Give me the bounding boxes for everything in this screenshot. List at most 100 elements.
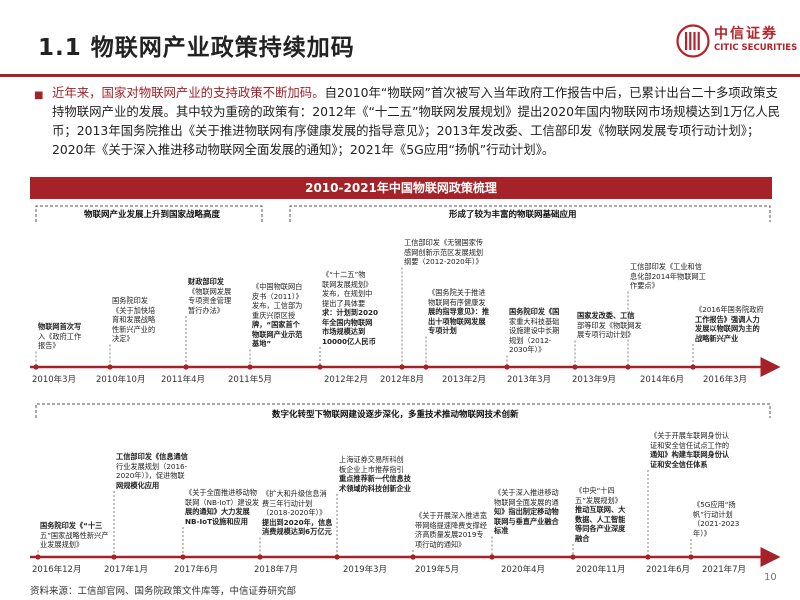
event-text-line: 求：计划到2020 <box>322 308 378 317</box>
event-text-line: 展的指导意见》：推 <box>428 307 490 316</box>
event-text-line: 国家发改委、工信 <box>577 311 635 320</box>
event-text-line: 提出到2020年，信息 <box>262 517 333 527</box>
upper-event-7: 《国务院关于推进 物联网有序健康发 展的指导意见》：推 出十项物联网发展 专项计划 <box>428 288 489 336</box>
event-text-line: 证和安全信任试点工作的 <box>650 440 730 450</box>
event-text-line: 物联网首次写 <box>38 322 82 331</box>
source-note: 资料来源：工信部官网、国务院政策文件库等，中信证券研究部 <box>30 586 297 597</box>
event-text-line: 数据、人工智能 <box>575 514 626 524</box>
event-text-line: 《5G应用“扬 <box>693 500 736 509</box>
upper-date-4: 2011年5月 <box>228 375 273 385</box>
upper-date-8: 2013年3月 <box>507 375 552 385</box>
event-text-line: 重点推荐新一代信息技 <box>339 474 411 483</box>
lower-event-4: 《扩大和升级信息消 费三年行动计划 （2018-2020年）》 提出到2020年，信息… <box>262 489 332 537</box>
event-text-line: 报告》 <box>38 341 60 350</box>
event-text-line: 《“十二五”物 <box>322 270 366 279</box>
lower-event-5: 上海证券交易所科创 板企业上市推荐指引 重点推荐新一代信息技 术领域的科技创新企业 <box>339 455 411 493</box>
event-text-line: 部等印发《物联网发 <box>577 320 642 330</box>
event-text-line: 财政部印发 <box>188 277 224 286</box>
event-text-line: 标准 <box>494 526 509 535</box>
lower-marker-1 <box>35 554 41 560</box>
lower-date-5: 2019年3月 <box>343 565 388 575</box>
phase2-bracket <box>289 205 771 222</box>
event-text-line: 展专项行动计划》 <box>577 330 635 339</box>
event-text-line: 五”发展规划》 <box>575 495 622 505</box>
event-text-line: 性新兴产业的 <box>112 324 156 334</box>
event-text-line: 《中央“十四 <box>575 486 615 495</box>
event-text-line: 《中国物联网白 <box>252 282 303 291</box>
event-text-line: 国务院印发《“十三 <box>40 521 103 530</box>
lower-date-3: 2017年6月 <box>174 565 219 575</box>
upper-date-5: 2012年2月 <box>324 375 369 385</box>
lower-event-9: 《关于开展车联网身份认 证和安全信任试点工作的 通知》构建车联网身份认 证和安全信任体… <box>650 431 729 469</box>
lower-event-10: 《5G应用“扬 帆”行动计划 （2021-2023 年）》 <box>693 500 739 538</box>
logo-name: 中信证券 <box>714 26 778 42</box>
event-text-line: 基地” <box>252 339 272 348</box>
upper-marker-3 <box>183 364 189 370</box>
event-text-line: 等同各产业深度 <box>575 524 626 533</box>
event-text-line: 项行动的通知》 <box>415 539 466 549</box>
event-text-line: 展的通知》大力发展 <box>185 507 250 516</box>
upper-event-11: 《2016年国务院政府 工作报告》强调人力 发展以物联网为主的 战略新兴产业 <box>695 305 764 343</box>
event-text-line: 《扩大和升级信息消 <box>262 489 327 498</box>
phase1-bracket <box>35 205 263 222</box>
event-text-line: 联网（NB-IoT）建设发 <box>185 497 260 507</box>
upper-marker-8 <box>504 364 510 370</box>
event-text-line: 物联网有序健康发 <box>428 297 486 307</box>
event-text-line: （2018-2020年）》 <box>262 508 327 517</box>
upper-marker-4 <box>247 364 253 370</box>
event-text-line: 暂行办法》 <box>188 305 224 315</box>
lower-event-6: 《关于开展深入推进宽 带网络提速降费支撑经 济高质量发展2019专 项行动的通知》 <box>415 511 487 549</box>
intro-paragraph: 近年来，国家对物联网产业的支持政策不断加码。自2010年“物联网”首次被写入当年… <box>52 83 787 159</box>
lower-marker-4 <box>257 554 263 560</box>
upper-date-3: 2011年4月 <box>161 375 206 385</box>
event-text-line: 皮书（2011）》 <box>252 291 303 301</box>
lower-marker-2 <box>111 554 117 560</box>
upper-event-9: 国家发改委、工信 部等印发《物联网发 展专项行动计划》 <box>577 311 642 340</box>
upper-date-1: 2010年3月 <box>32 375 77 385</box>
upper-event-6: 工信部印发《无锡国家传 感网创新示范区发展规划 纲要（2012-2020年）》 <box>404 238 483 267</box>
upper-marker-9 <box>572 364 578 370</box>
event-text-line: 育和发展战略 <box>112 315 156 324</box>
upper-date-7: 2013年2月 <box>442 375 487 385</box>
upper-date-2: 2010年10月 <box>96 375 146 385</box>
event-text-line: 联网与垂直产业融合 <box>494 516 559 526</box>
event-text-line: 年）》 <box>693 528 711 538</box>
lower-event-2: 工信部印发《信息通信 行业发展规划（2016- 2020年）》，促进物联 网规模化应用 <box>116 452 188 490</box>
event-text-line: 重庆兴原区授 <box>252 310 296 320</box>
upper-marker-6 <box>399 364 405 370</box>
event-text-line: 发布，工信部为 <box>252 301 303 310</box>
logo-english: CITIC SECURITIES <box>714 43 798 53</box>
event-text-line: 《关于加快培 <box>112 305 156 315</box>
phase3-bracket <box>35 403 771 418</box>
lower-marker-10 <box>688 554 694 560</box>
lower-event-7: 《关于深入推进移动 物联网全面发展的通 知》指出制定移动物 联网与垂直产业融合 标准 <box>494 488 559 536</box>
intro-body: 自2010年“物联网”首次被写入当年政府工作报告中后，已累计出台二十多项政策支持… <box>52 85 781 157</box>
lower-date-2: 2017年1月 <box>104 565 149 575</box>
lower-event-8: 《中央“十四 五”发展规划》 推动互联网、大 数据、人工智能 等同各产业深度 融合 <box>575 486 625 543</box>
event-text-line: 带网络提速降费支撑经 <box>415 520 487 530</box>
event-text-line: 工信部印发《无锡国家传 <box>404 238 484 247</box>
event-text-line: （2021-2023 <box>693 519 740 528</box>
event-text-line: 入《政府工作 <box>38 331 82 341</box>
event-text-line: 《关于开展车联网身份认 <box>650 431 730 440</box>
upper-date-10: 2014年6月 <box>640 375 685 385</box>
event-text-line: 提出了具体要 <box>322 298 366 308</box>
event-text-line: 济高质量发展2019专 <box>415 530 484 539</box>
event-text-line: 证和安全信任体系 <box>650 459 708 469</box>
upper-event-4: 《中国物联网白 皮书（2011）》 发布，工信部为 重庆兴原区授 牌，“国家首个 物联网产… <box>252 282 303 349</box>
timeline-banner: 2010-2021年中国物联网政策梳理 <box>30 177 772 199</box>
event-text-line: 2030年）》 <box>509 345 546 354</box>
upper-event-1: 物联网首次写 入《政府工作 报告》 <box>38 322 81 351</box>
lower-marker-8 <box>570 554 576 560</box>
event-text-line: 感网创新示范区发展规划 <box>404 247 484 257</box>
event-text-line: 设施建设中长期 <box>509 326 560 335</box>
event-text-line: 业发展规划》 <box>40 540 84 549</box>
event-text-line: 专项计划 <box>428 326 457 335</box>
event-text-line: 物联网产业示范 <box>252 329 303 339</box>
upper-date-6: 2012年8月 <box>380 375 425 385</box>
event-text-line: 板企业上市推荐指引 <box>339 464 404 474</box>
upper-date-9: 2013年9月 <box>572 375 617 385</box>
event-text-line: 工信部印发《工业和信 <box>630 262 702 271</box>
event-text-line: 息化部2014年物联网工 <box>630 271 706 281</box>
upper-event-8: 国务院印发《国 家重大科技基础 设施建设中长期 规划（2012- 2030年）》 <box>509 307 559 355</box>
